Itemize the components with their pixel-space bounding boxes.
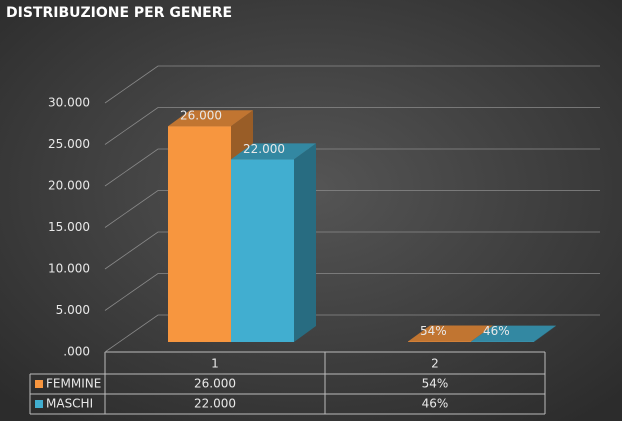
bar: [168, 126, 231, 342]
value-label: 46%: [483, 324, 510, 338]
table-cell: 26.000: [194, 377, 236, 391]
grid-line: [104, 273, 600, 311]
legend-swatch: [35, 400, 43, 408]
table-cell: 54%: [422, 377, 449, 391]
legend-swatch: [35, 380, 43, 388]
grid-line: [104, 314, 600, 353]
grid-line: [104, 190, 600, 228]
table-cell: 22.000: [194, 397, 236, 411]
chart-title: DISTRIBUZIONE PER GENERE: [6, 5, 232, 21]
value-label: 54%: [420, 324, 447, 338]
x-tick-label: 1: [211, 357, 219, 371]
bar-top: [408, 325, 493, 342]
y-tick-label: 10.000: [48, 262, 90, 276]
grid-line: [104, 231, 600, 270]
grid-line: [104, 107, 600, 145]
table-cell: 46%: [422, 397, 449, 411]
grid-line: [104, 65, 600, 104]
bar: [231, 159, 294, 342]
data-table: [29, 351, 546, 415]
y-tick-label: .000: [63, 345, 90, 359]
grid-line: [104, 148, 600, 187]
y-tick-label: 15.000: [48, 220, 90, 234]
y-tick-label: 30.000: [48, 96, 90, 110]
y-tick-label: 25.000: [48, 137, 90, 151]
y-tick-label: 5.000: [56, 303, 90, 317]
y-tick-label: 20.000: [48, 179, 90, 193]
bar-side: [294, 143, 316, 342]
x-tick-label: 2: [431, 357, 439, 371]
bar-top: [471, 325, 556, 342]
bar-side: [534, 325, 556, 342]
legend-label: MASCHI: [46, 397, 93, 411]
bar-top: [231, 143, 316, 160]
value-label: 22.000: [243, 142, 285, 156]
bar-top: [168, 110, 253, 127]
legend-label: FEMMINE: [46, 377, 101, 391]
value-label: 26.000: [180, 109, 222, 123]
